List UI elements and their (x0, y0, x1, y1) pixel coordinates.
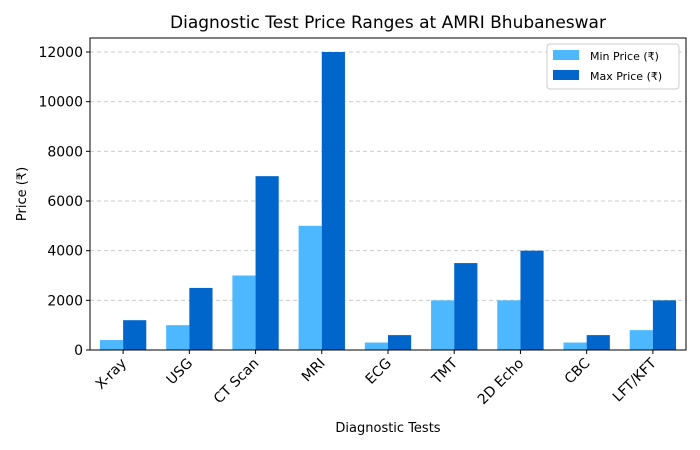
bar-max (255, 176, 279, 350)
y-tick-label: 12000 (38, 45, 83, 61)
bar-max (520, 250, 544, 350)
bar-max (454, 263, 478, 350)
bar-min (364, 342, 388, 350)
y-tick-label: 4000 (47, 244, 83, 260)
bar-max (388, 335, 412, 350)
y-tick-label: 0 (74, 343, 83, 359)
y-axis-label: Price (₹) (15, 167, 30, 221)
x-tick-label: CT Scan (211, 356, 262, 407)
plot-frame (89, 37, 687, 351)
bar-min (497, 300, 521, 350)
y-tick-label: 2000 (47, 293, 83, 309)
bar-max (321, 52, 345, 350)
x-axis-label: Diagnostic Tests (335, 421, 440, 436)
legend (546, 43, 680, 90)
bar-max (189, 287, 213, 350)
bar-min (232, 275, 256, 350)
y-tick-label: 10000 (38, 95, 83, 111)
legend-label: Min Price (₹) (590, 50, 659, 63)
bar-max (586, 335, 610, 350)
bar-min (563, 342, 587, 350)
x-tick-label: X-ray (93, 356, 130, 393)
bar-min (99, 340, 124, 350)
bar-min (166, 325, 190, 350)
y-tick-label: 8000 (47, 144, 83, 160)
legend-swatch (553, 70, 579, 80)
legend-label: Max Price (₹) (590, 70, 662, 83)
x-tick-label: TMT (428, 355, 461, 388)
bar-min (431, 300, 455, 350)
x-tick-label: CBC (562, 355, 594, 387)
x-tick-label: USG (164, 356, 197, 389)
legend-swatch (553, 50, 579, 60)
x-tick-label: LFT/KFT (610, 355, 660, 405)
x-tick-label: MRI (299, 356, 329, 386)
bar-max (123, 320, 147, 350)
x-tick-label: ECG (363, 356, 395, 388)
bar-min (629, 330, 653, 350)
x-tick-label: 2D Echo (475, 356, 527, 408)
y-tick-label: 6000 (47, 194, 83, 210)
bar-max (652, 300, 677, 350)
bar-min (298, 225, 322, 350)
chart-title: Diagnostic Test Price Ranges at AMRI Bhu… (170, 13, 606, 33)
